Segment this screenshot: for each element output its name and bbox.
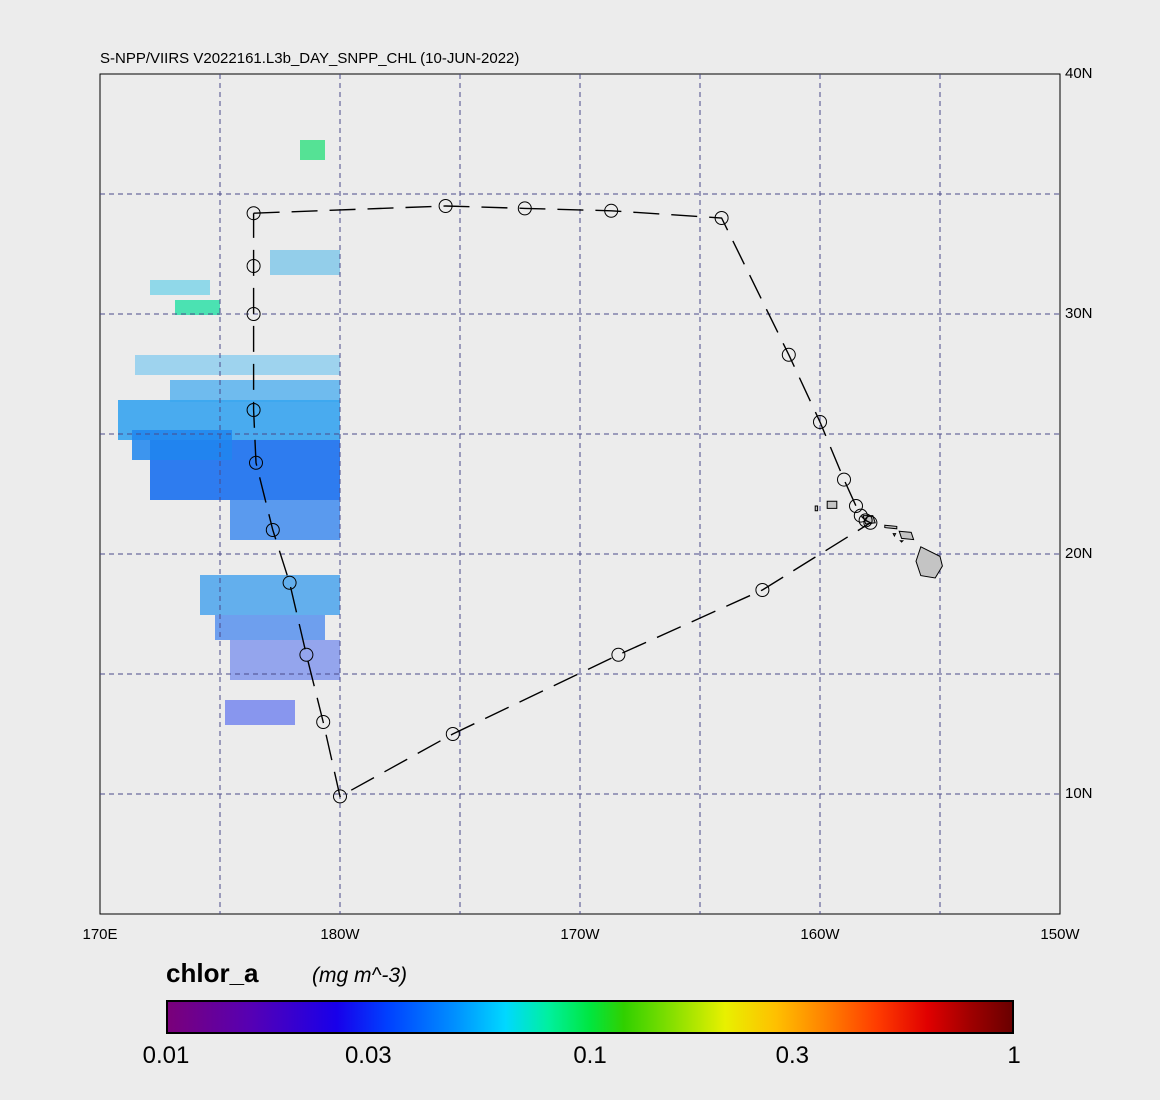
station-marker: [853, 508, 868, 523]
map-graticule: [100, 74, 1060, 914]
station-marker: [604, 203, 619, 218]
island-shape: [826, 500, 838, 509]
colorbar: [166, 1000, 1014, 1034]
station-marker: [316, 715, 331, 729]
longitude-label: 160W: [800, 926, 840, 943]
island-shape: [899, 540, 905, 543]
latitude-label: 10N: [1065, 785, 1093, 802]
longitude-label: 150W: [1040, 926, 1080, 943]
longitude-label: 170E: [82, 926, 118, 943]
colorbar-tick-label: 1: [1007, 1042, 1021, 1069]
station-markers: [246, 199, 878, 804]
cruise-track-line: [252, 205, 872, 798]
station-marker: [246, 206, 261, 221]
station-marker: [755, 583, 770, 597]
island-shape: [898, 530, 915, 541]
island-shape: [814, 505, 819, 512]
longitude-label: 170W: [560, 926, 600, 943]
map-title: S-NPP/VIIRS V2022161.L3b_DAY_SNPP_CHL (1…: [100, 50, 520, 67]
station-marker: [781, 347, 796, 362]
station-marker: [813, 415, 827, 429]
longitude-label: 180W: [320, 926, 360, 943]
colorbar-units-label: (mg m^-3): [312, 964, 408, 987]
station-marker: [714, 211, 729, 225]
colorbar-tick-label: 0.01: [142, 1042, 190, 1069]
station-marker: [863, 515, 878, 530]
latitude-label: 40N: [1065, 65, 1093, 82]
station-marker: [282, 575, 297, 590]
station-marker: [849, 499, 863, 513]
latitude-label: 20N: [1065, 545, 1093, 562]
colorbar-tick-label: 0.1: [573, 1042, 607, 1069]
station-marker: [438, 199, 453, 213]
hawaiian-islands: [814, 500, 943, 579]
station-marker: [249, 455, 263, 470]
colorbar-variable-label: chlor_a: [166, 958, 259, 988]
island-shape: [892, 533, 897, 538]
colorbar-tick-label: 0.3: [775, 1042, 809, 1069]
latitude-label: 30N: [1065, 305, 1093, 322]
station-marker: [611, 647, 626, 662]
station-marker: [445, 727, 460, 741]
station-marker: [246, 403, 261, 417]
station-marker: [246, 307, 261, 321]
island-shape: [915, 546, 943, 579]
station-marker: [837, 472, 851, 487]
station-marker: [333, 789, 347, 804]
station-marker: [246, 259, 261, 273]
chlorophyll-data-layer: [118, 140, 340, 725]
colorbar-tick-label: 0.03: [344, 1042, 392, 1069]
station-marker: [265, 523, 280, 537]
station-marker: [299, 647, 314, 662]
island-shape: [884, 524, 898, 530]
station-marker: [517, 201, 532, 216]
